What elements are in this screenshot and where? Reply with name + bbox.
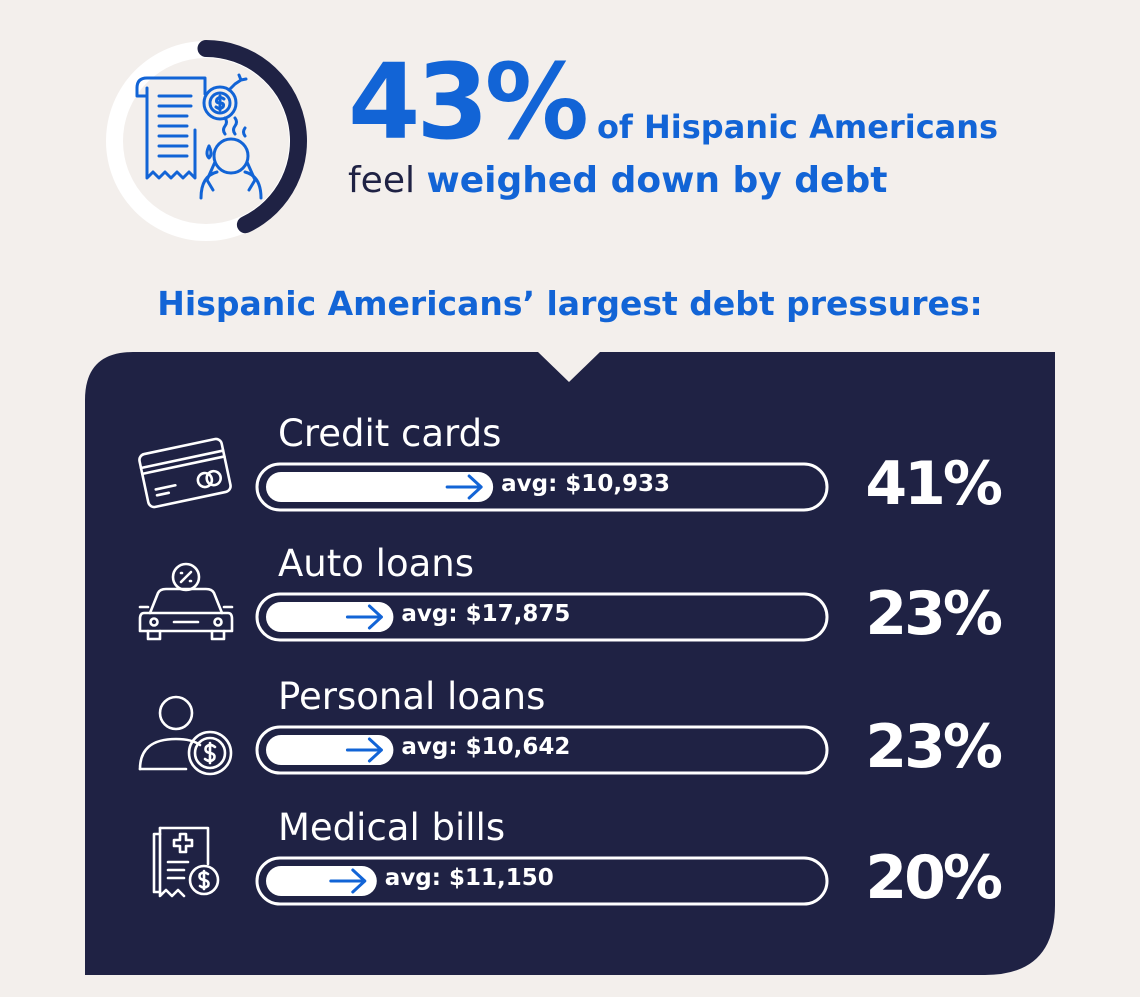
headline-subline: feel weighed down by debt [348, 160, 887, 201]
headline-percent: 43% [348, 41, 589, 163]
subline-plain: feel [348, 160, 415, 201]
category-label: Medical bills [278, 806, 506, 849]
category-label: Personal loans [278, 675, 546, 718]
value-label: 41% [865, 449, 1003, 519]
credit-card-icon [138, 437, 232, 509]
bar-fill [266, 866, 377, 896]
bar-track [255, 725, 829, 775]
arrow-right-icon [345, 737, 383, 763]
category-label: Auto loans [278, 542, 474, 585]
avg-label: avg: $10,933 [501, 471, 671, 497]
arrow-right-icon [445, 474, 483, 500]
debt-stress-icon [135, 73, 263, 200]
bars-layer [255, 462, 829, 906]
person-dollar-icon [138, 695, 233, 776]
value-label: 23% [865, 579, 1003, 649]
value-label: 23% [865, 712, 1003, 782]
headline: 43% of Hispanic Americans [348, 50, 998, 154]
bar-track [255, 856, 829, 906]
section-title: Hispanic Americans’ largest debt pressur… [157, 284, 983, 323]
bar-fill [266, 735, 394, 765]
arrow-right-icon [345, 604, 383, 630]
row-icons [138, 437, 234, 898]
bar-track [255, 462, 829, 512]
avg-label: avg: $17,875 [401, 601, 571, 627]
bar-fill [266, 602, 394, 632]
car-percent-icon [138, 562, 234, 641]
hero-ring [106, 40, 307, 241]
avg-label: avg: $11,150 [384, 865, 554, 891]
ring-progress-arc [197, 40, 307, 234]
arrow-right-icon [329, 868, 367, 894]
category-label: Credit cards [278, 412, 502, 455]
ring-inner [123, 58, 289, 224]
bar-fill [266, 472, 494, 502]
avg-label: avg: $10,642 [401, 734, 571, 760]
subline-emphasis: weighed down by debt [426, 160, 888, 201]
bar-track [255, 592, 829, 642]
medical-bill-icon [152, 826, 220, 898]
value-label: 20% [865, 843, 1003, 913]
headline-rest: of Hispanic Americans [596, 108, 999, 146]
